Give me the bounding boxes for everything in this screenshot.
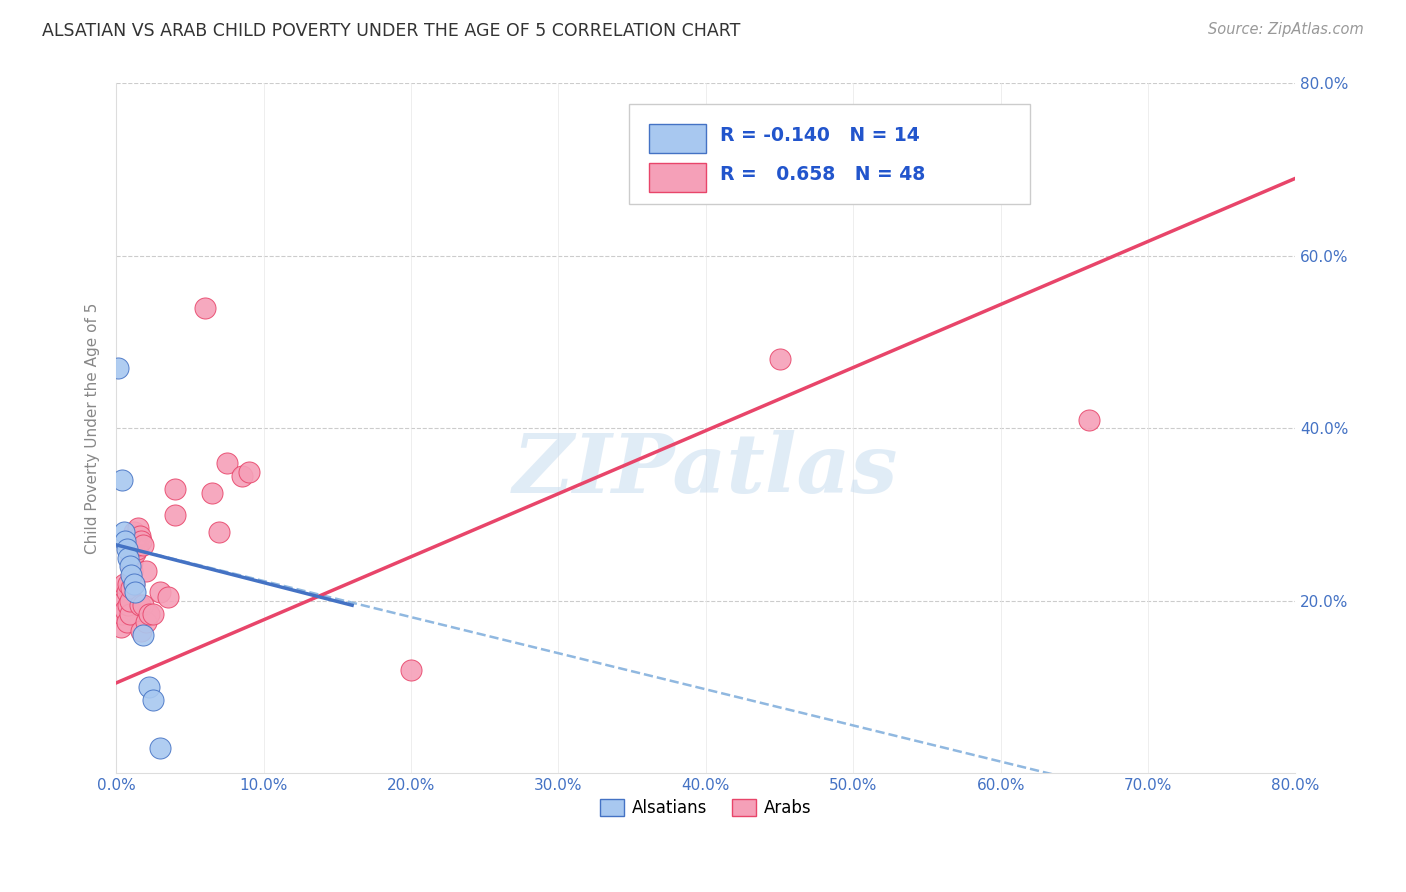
Point: [120, 559, 142, 574]
Point: [115, 542, 138, 557]
Point: [208, 524, 231, 539]
Point: [215, 456, 238, 470]
Text: Source: ZipAtlas.com: Source: ZipAtlas.com: [1208, 22, 1364, 37]
Point: [115, 615, 138, 630]
Point: [127, 538, 149, 552]
Point: [112, 524, 135, 539]
Point: [149, 585, 172, 599]
Point: [127, 521, 149, 535]
Bar: [650, 163, 706, 192]
Point: [112, 576, 135, 591]
Point: [194, 301, 217, 315]
Text: ALSATIAN VS ARAB CHILD POVERTY UNDER THE AGE OF 5 CORRELATION CHART: ALSATIAN VS ARAB CHILD POVERTY UNDER THE…: [42, 22, 741, 40]
Point: [135, 615, 157, 630]
Point: [107, 361, 129, 376]
Point: [128, 529, 150, 543]
Point: [125, 529, 148, 543]
Point: [142, 693, 165, 707]
Point: [118, 607, 141, 621]
Point: [156, 590, 179, 604]
Point: [117, 576, 139, 591]
Text: R = -0.140   N = 14: R = -0.140 N = 14: [720, 126, 920, 145]
Point: [135, 564, 157, 578]
Point: [122, 576, 145, 591]
Point: [231, 468, 253, 483]
Point: [122, 576, 145, 591]
FancyBboxPatch shape: [630, 104, 1031, 204]
Text: ZIPatlas: ZIPatlas: [513, 430, 898, 510]
Text: R =   0.658   N = 48: R = 0.658 N = 48: [720, 165, 925, 184]
Point: [138, 680, 160, 694]
Point: [165, 482, 187, 496]
Point: [142, 607, 165, 621]
Point: [131, 624, 153, 639]
Point: [122, 524, 145, 539]
Point: [111, 607, 134, 621]
Point: [124, 547, 146, 561]
Point: [121, 564, 143, 578]
Point: [124, 533, 146, 548]
Point: [110, 620, 132, 634]
Point: [132, 538, 155, 552]
Point: [132, 628, 155, 642]
Point: [128, 599, 150, 613]
Point: [201, 486, 224, 500]
Point: [114, 533, 136, 548]
Point: [115, 585, 138, 599]
Point: [111, 473, 134, 487]
Point: [124, 585, 146, 599]
Point: [238, 465, 260, 479]
Legend: Alsatians, Arabs: Alsatians, Arabs: [593, 792, 818, 823]
Point: [118, 559, 141, 574]
Y-axis label: Child Poverty Under the Age of 5: Child Poverty Under the Age of 5: [86, 302, 100, 554]
Point: [768, 352, 790, 367]
Point: [121, 555, 143, 569]
Point: [138, 607, 160, 621]
Point: [165, 508, 187, 522]
Point: [132, 599, 155, 613]
Point: [399, 663, 422, 677]
Point: [117, 599, 139, 613]
Point: [149, 740, 172, 755]
Point: [120, 568, 142, 582]
Point: [117, 550, 139, 565]
Point: [120, 581, 142, 595]
Point: [125, 542, 148, 557]
Bar: [650, 124, 706, 153]
Point: [114, 602, 136, 616]
Point: [990, 136, 1012, 151]
Point: [120, 550, 142, 565]
Point: [118, 594, 141, 608]
Point: [112, 594, 135, 608]
Point: [131, 533, 153, 548]
Point: [1078, 413, 1101, 427]
